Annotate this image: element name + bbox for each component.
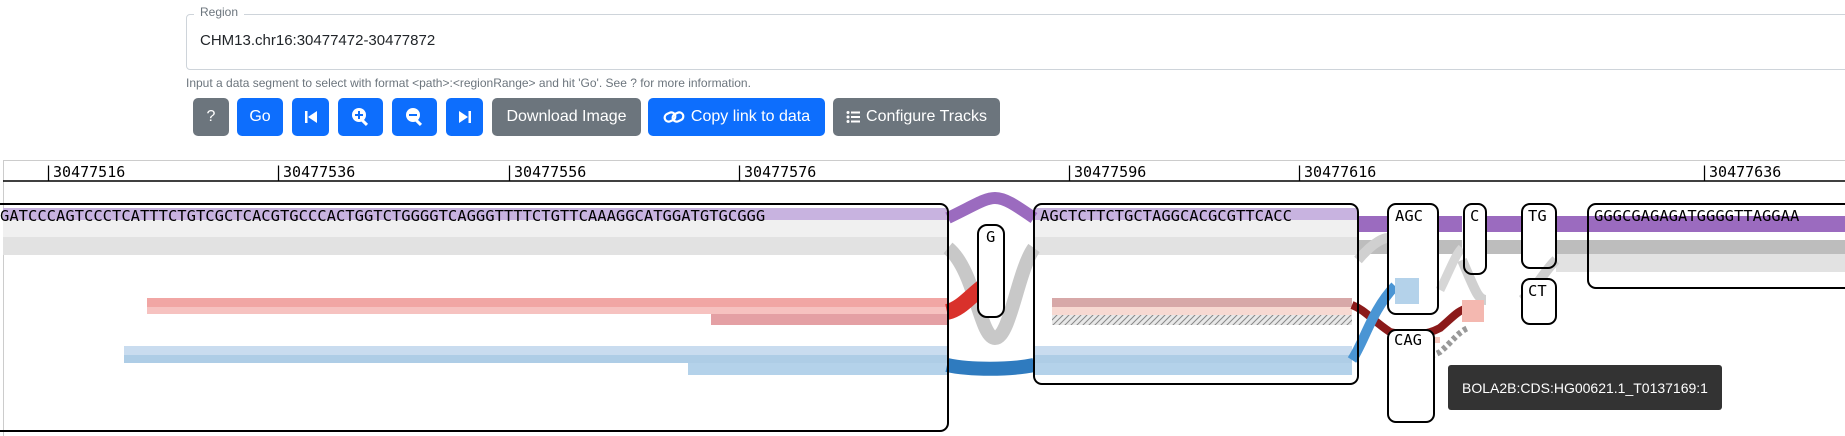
ruler-tick: |30477636 (1700, 163, 1781, 181)
node-box-snp[interactable] (977, 224, 1005, 318)
node-sequence-mid: AGCTCTTCTGCTAGGCACGCGTTCACC (1040, 207, 1292, 225)
jump-forward-button[interactable] (446, 98, 483, 136)
path-band-purple (3, 208, 948, 220)
node-sequence-ct: CT (1528, 282, 1547, 300)
path-link-gray (1435, 244, 1466, 293)
ruler-tick: |30477616 (1295, 163, 1376, 181)
path-link-gray (1457, 258, 1487, 305)
node-sequence-right: GGGCGAGAGATGGGGTTAGGAA (1594, 207, 1800, 225)
path-link-purple (1486, 216, 1522, 232)
path-link-gray (1486, 240, 1522, 254)
ruler-tick: |30477536 (274, 163, 355, 181)
annotation-track-red (711, 314, 947, 325)
help-button-label: ? (206, 108, 216, 125)
skip-forward-icon (457, 109, 473, 125)
help-button[interactable]: ? (193, 98, 229, 136)
path-link-purple (1358, 216, 1388, 232)
ruler-tick: |30477516 (44, 163, 125, 181)
path-link-purple (945, 191, 1038, 224)
annotation-track-blue (124, 346, 947, 355)
node-box-mid[interactable] (1033, 203, 1359, 385)
path-link-gray (1556, 240, 1845, 254)
path-band (3, 237, 948, 255)
configure-tracks-button[interactable]: Configure Tracks (833, 98, 1000, 136)
annotation-track-blue (1034, 355, 1352, 363)
ruler-tick: |30477596 (1065, 163, 1146, 181)
annotation-track-red (1052, 298, 1352, 307)
annotation-track-blue (688, 363, 947, 375)
annotation-link-blue (945, 358, 1036, 376)
zoom-out-button[interactable] (392, 98, 437, 136)
node-box-cag[interactable] (1387, 329, 1435, 423)
ruler-tick: |30477576 (735, 163, 816, 181)
download-image-label: Download Image (506, 108, 627, 125)
path-link-purple (1556, 216, 1845, 232)
region-help-text: Input a data segment to select with form… (186, 76, 751, 90)
copy-link-button[interactable]: Copy link to data (648, 98, 825, 136)
list-icon (846, 110, 861, 124)
path-band (1556, 254, 1845, 272)
download-image-button[interactable]: Download Image (492, 98, 641, 136)
annotation-track-red (1462, 300, 1484, 322)
region-legend: Region (194, 5, 245, 19)
node-box-c[interactable] (1463, 203, 1487, 275)
link-icon (663, 108, 685, 126)
path-link-gray (943, 242, 1040, 346)
path-band-purple (1034, 208, 1358, 220)
node-sequence-agc: AGC (1395, 207, 1423, 225)
zoom-in-icon (351, 107, 371, 127)
node-sequence-c: C (1470, 207, 1479, 225)
annotation-track-hatched (1052, 315, 1352, 325)
annotation-track-blue (1034, 346, 1352, 355)
jump-back-button[interactable] (292, 98, 329, 136)
annotation-track-red (147, 298, 947, 307)
skip-back-icon (303, 109, 319, 125)
go-button[interactable]: Go (237, 98, 283, 136)
node-sequence-main: GATCCCAGTCCCTCATTTCTGTCGCTCACGTGCCCACTGG… (0, 207, 765, 225)
annotation-tooltip: BOLA2B:CDS:HG00621.1_T0137169:1 (1448, 365, 1722, 410)
node-box-ct[interactable] (1521, 278, 1557, 325)
zoom-out-icon (405, 107, 425, 127)
annotation-track-red (147, 307, 947, 314)
node-sequence-snp: G (986, 228, 995, 246)
path-band (1034, 237, 1358, 255)
node-box-right[interactable] (1587, 203, 1845, 289)
annotation-track-blue (1395, 278, 1419, 304)
node-sequence-tg: TG (1528, 207, 1547, 225)
path-band (1034, 220, 1358, 237)
path-link-purple (1438, 216, 1462, 232)
sequence-graph[interactable]: |30477516 |30477536 |30477556 |30477576 … (0, 160, 1845, 436)
zoom-in-button[interactable] (338, 98, 383, 136)
node-sequence-cag: CAG (1394, 331, 1422, 349)
configure-tracks-label: Configure Tracks (866, 108, 987, 125)
go-button-label: Go (249, 108, 271, 125)
region-input[interactable] (200, 32, 1800, 49)
annotation-track-blue (124, 355, 947, 363)
copy-link-label: Copy link to data (690, 108, 811, 125)
node-box-tg[interactable] (1521, 203, 1557, 269)
path-band (3, 220, 948, 237)
graph-frame (3, 160, 1845, 436)
ruler-tick: |30477556 (505, 163, 586, 181)
annotation-track-red (1052, 307, 1352, 315)
annotation-track-blue (1034, 363, 1352, 375)
node-box-main[interactable] (0, 203, 949, 432)
node-box-agc[interactable] (1387, 203, 1439, 315)
